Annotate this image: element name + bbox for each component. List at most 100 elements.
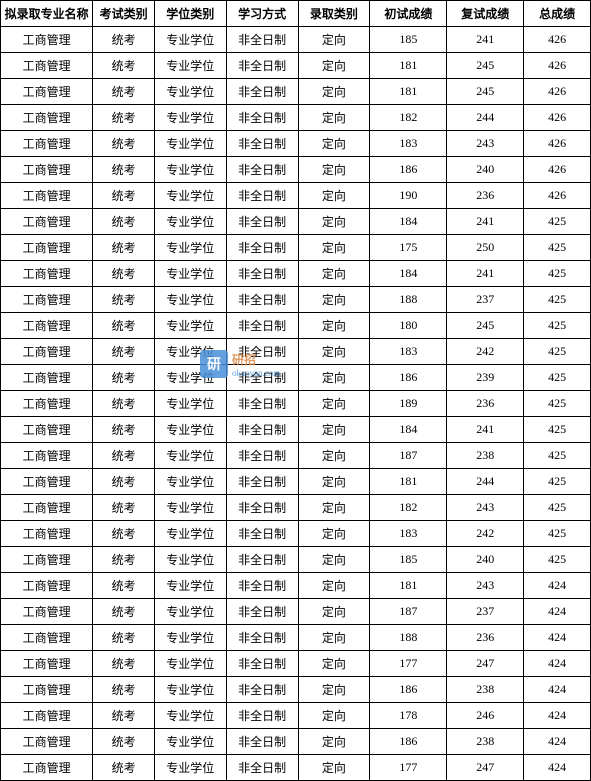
table-cell: 243: [447, 131, 524, 157]
table-cell: 175: [370, 235, 447, 261]
table-row: 工商管理统考专业学位非全日制定向186238424: [1, 677, 591, 703]
table-cell: 定向: [298, 209, 370, 235]
table-cell: 统考: [93, 105, 155, 131]
table-cell: 426: [524, 79, 591, 105]
table-cell: 统考: [93, 625, 155, 651]
table-cell: 426: [524, 131, 591, 157]
table-cell: 425: [524, 313, 591, 339]
table-cell: 425: [524, 287, 591, 313]
table-cell: 非全日制: [226, 703, 298, 729]
table-cell: 专业学位: [154, 677, 226, 703]
table-row: 工商管理统考专业学位非全日制定向187238425: [1, 443, 591, 469]
header-degree-type: 学位类别: [154, 1, 226, 27]
table-cell: 非全日制: [226, 625, 298, 651]
table-cell: 非全日制: [226, 547, 298, 573]
table-row: 工商管理统考专业学位非全日制定向186240426: [1, 157, 591, 183]
table-cell: 统考: [93, 339, 155, 365]
table-cell: 238: [447, 443, 524, 469]
table-cell: 统考: [93, 677, 155, 703]
table-cell: 240: [447, 157, 524, 183]
table-cell: 246: [447, 703, 524, 729]
table-row: 工商管理统考专业学位非全日制定向188236424: [1, 625, 591, 651]
table-cell: 专业学位: [154, 651, 226, 677]
table-cell: 定向: [298, 599, 370, 625]
table-cell: 工商管理: [1, 27, 93, 53]
table-cell: 190: [370, 183, 447, 209]
table-cell: 专业学位: [154, 157, 226, 183]
table-cell: 专业学位: [154, 469, 226, 495]
table-cell: 统考: [93, 209, 155, 235]
table-row: 工商管理统考专业学位非全日制定向185241426: [1, 27, 591, 53]
table-cell: 非全日制: [226, 729, 298, 755]
table-cell: 专业学位: [154, 521, 226, 547]
table-row: 工商管理统考专业学位非全日制定向182243425: [1, 495, 591, 521]
table-cell: 181: [370, 79, 447, 105]
table-cell: 工商管理: [1, 469, 93, 495]
table-row: 工商管理统考专业学位非全日制定向181245426: [1, 79, 591, 105]
table-row: 工商管理统考专业学位非全日制定向181245426: [1, 53, 591, 79]
table-cell: 245: [447, 79, 524, 105]
table-cell: 非全日制: [226, 235, 298, 261]
table-cell: 统考: [93, 183, 155, 209]
header-admit-type: 录取类别: [298, 1, 370, 27]
table-cell: 定向: [298, 365, 370, 391]
table-cell: 工商管理: [1, 79, 93, 105]
table-cell: 专业学位: [154, 495, 226, 521]
table-header: 拟录取专业名称 考试类别 学位类别 学习方式 录取类别 初试成绩 复试成绩 总成…: [1, 1, 591, 27]
table-cell: 非全日制: [226, 53, 298, 79]
table-cell: 定向: [298, 469, 370, 495]
header-prelim-score: 初试成绩: [370, 1, 447, 27]
table-cell: 178: [370, 703, 447, 729]
table-cell: 426: [524, 27, 591, 53]
table-cell: 非全日制: [226, 495, 298, 521]
table-cell: 工商管理: [1, 261, 93, 287]
table-cell: 工商管理: [1, 599, 93, 625]
table-cell: 188: [370, 625, 447, 651]
table-row: 工商管理统考专业学位非全日制定向177247424: [1, 755, 591, 781]
table-cell: 243: [447, 495, 524, 521]
table-cell: 工商管理: [1, 105, 93, 131]
table-cell: 定向: [298, 703, 370, 729]
table-cell: 187: [370, 443, 447, 469]
table-cell: 非全日制: [226, 755, 298, 781]
table-cell: 专业学位: [154, 755, 226, 781]
table-cell: 统考: [93, 53, 155, 79]
admission-table: 拟录取专业名称 考试类别 学位类别 学习方式 录取类别 初试成绩 复试成绩 总成…: [0, 0, 591, 781]
table-cell: 统考: [93, 703, 155, 729]
table-cell: 425: [524, 547, 591, 573]
header-total-score: 总成绩: [524, 1, 591, 27]
table-cell: 424: [524, 703, 591, 729]
table-cell: 239: [447, 365, 524, 391]
table-cell: 定向: [298, 677, 370, 703]
table-row: 工商管理统考专业学位非全日制定向181243424: [1, 573, 591, 599]
table-cell: 238: [447, 729, 524, 755]
table-cell: 定向: [298, 651, 370, 677]
table-cell: 统考: [93, 495, 155, 521]
table-cell: 185: [370, 27, 447, 53]
table-cell: 244: [447, 105, 524, 131]
table-cell: 定向: [298, 313, 370, 339]
table-cell: 专业学位: [154, 703, 226, 729]
table-cell: 专业学位: [154, 339, 226, 365]
table-cell: 非全日制: [226, 599, 298, 625]
table-cell: 统考: [93, 547, 155, 573]
table-row: 工商管理统考专业学位非全日制定向184241425: [1, 417, 591, 443]
table-cell: 统考: [93, 365, 155, 391]
table-cell: 工商管理: [1, 183, 93, 209]
table-cell: 定向: [298, 131, 370, 157]
table-cell: 非全日制: [226, 417, 298, 443]
table-cell: 425: [524, 417, 591, 443]
table-cell: 189: [370, 391, 447, 417]
table-cell: 统考: [93, 651, 155, 677]
table-cell: 425: [524, 365, 591, 391]
table-cell: 工商管理: [1, 417, 93, 443]
table-cell: 425: [524, 469, 591, 495]
table-cell: 定向: [298, 443, 370, 469]
table-cell: 424: [524, 729, 591, 755]
table-cell: 统考: [93, 235, 155, 261]
table-cell: 定向: [298, 521, 370, 547]
table-cell: 236: [447, 183, 524, 209]
table-cell: 统考: [93, 443, 155, 469]
table-cell: 241: [447, 261, 524, 287]
table-cell: 250: [447, 235, 524, 261]
